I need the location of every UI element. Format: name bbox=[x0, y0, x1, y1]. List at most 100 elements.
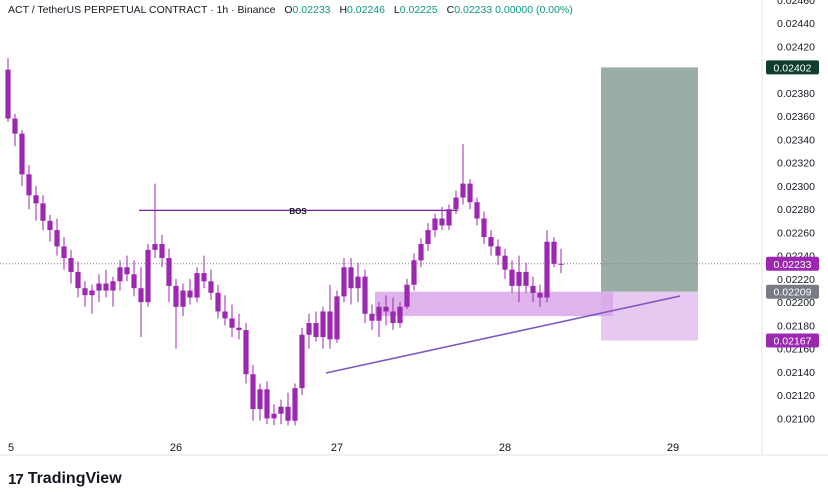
candle-body bbox=[348, 267, 354, 289]
candle-body bbox=[292, 388, 298, 421]
bos-label: BOS bbox=[289, 207, 307, 216]
y-tick-label: 0.02440 bbox=[777, 18, 815, 30]
x-tick-label: 27 bbox=[331, 442, 343, 454]
open-label: O bbox=[284, 4, 293, 16]
y-tick-label: 0.02420 bbox=[777, 41, 815, 53]
y-tick-label: 0.02380 bbox=[777, 88, 815, 100]
candle-body bbox=[152, 244, 158, 250]
candle-body bbox=[502, 255, 508, 270]
candle-body bbox=[61, 246, 67, 258]
price-axis-tag-label: 0.02209 bbox=[774, 287, 812, 299]
candle-body bbox=[19, 133, 25, 175]
candle-body bbox=[425, 230, 431, 245]
candle-body bbox=[453, 197, 459, 210]
candle-body bbox=[537, 292, 543, 298]
candle-body bbox=[68, 258, 74, 272]
candle-body bbox=[334, 296, 340, 340]
candle-body bbox=[201, 273, 207, 282]
low-value: 0.02225 bbox=[399, 4, 438, 16]
y-tick-label: 0.02300 bbox=[777, 181, 815, 193]
candle-body bbox=[54, 230, 60, 247]
tradingview-brand[interactable]: 17 TradingView bbox=[8, 470, 122, 488]
candle-body bbox=[397, 306, 403, 324]
candle-body bbox=[89, 290, 95, 296]
candle-body bbox=[222, 311, 228, 319]
candle-body bbox=[446, 209, 452, 226]
x-tick-label: 28 bbox=[499, 442, 511, 454]
candle-body bbox=[558, 263, 564, 265]
candle-body bbox=[474, 202, 480, 219]
candle-body bbox=[362, 276, 368, 314]
candle-body bbox=[75, 271, 81, 289]
candle-body bbox=[236, 327, 242, 331]
candle-body bbox=[271, 413, 277, 419]
candle-body bbox=[418, 244, 424, 261]
y-tick-label: 0.02460 bbox=[777, 0, 815, 7]
y-tick-label: 0.02180 bbox=[777, 320, 815, 332]
symbol-title: ACT / TetherUS PERPETUAL CONTRACT · 1h ·… bbox=[8, 4, 276, 16]
y-tick-label: 0.02340 bbox=[777, 134, 815, 146]
y-tick-label: 0.02100 bbox=[777, 413, 815, 425]
candle-body bbox=[299, 334, 305, 389]
candle-body bbox=[530, 285, 536, 293]
position-stop-zone bbox=[601, 291, 698, 341]
high-value: 0.02246 bbox=[347, 4, 385, 16]
candle-body bbox=[313, 323, 319, 338]
candle-body bbox=[327, 311, 333, 340]
candle-body bbox=[488, 237, 494, 247]
price-axis-tag bbox=[766, 333, 819, 348]
candle-body bbox=[82, 288, 88, 296]
price-axis-tag bbox=[766, 60, 819, 75]
candle-body bbox=[5, 69, 11, 119]
candle-body bbox=[369, 313, 375, 321]
price-axis-tag-label: 0.02402 bbox=[774, 62, 812, 74]
candle-body bbox=[173, 285, 179, 307]
candle-body bbox=[383, 306, 389, 312]
x-tick-label: 5 bbox=[8, 442, 14, 454]
candle-body bbox=[516, 271, 522, 286]
x-tick-label: 29 bbox=[667, 442, 679, 454]
tradingview-logo-icon: 17 bbox=[8, 470, 24, 488]
y-tick-label: 0.02220 bbox=[777, 274, 815, 286]
candle-body bbox=[432, 218, 438, 231]
open-value: 0.02233 bbox=[292, 4, 331, 16]
candle-body bbox=[257, 389, 263, 410]
candle-body bbox=[523, 271, 529, 286]
price-axis-tag bbox=[766, 284, 819, 299]
candle-body bbox=[390, 311, 396, 324]
y-tick-label: 0.02360 bbox=[777, 111, 815, 123]
close-label: C bbox=[446, 4, 455, 16]
candle-body bbox=[278, 406, 284, 414]
candle-body bbox=[544, 241, 550, 298]
candle-body bbox=[187, 290, 193, 298]
candle-body bbox=[159, 244, 165, 258]
x-tick-label: 26 bbox=[170, 442, 182, 454]
candle-body bbox=[376, 306, 382, 321]
candle-body bbox=[26, 174, 32, 196]
candle-body bbox=[243, 330, 249, 375]
y-tick-label: 0.02140 bbox=[777, 367, 815, 379]
candle-body bbox=[117, 267, 123, 282]
y-tick-label: 0.02320 bbox=[777, 158, 815, 170]
brand-name: TradingView bbox=[27, 470, 122, 487]
candle-body bbox=[103, 283, 109, 291]
candle-body bbox=[285, 406, 291, 421]
candle-body bbox=[145, 249, 151, 303]
candle-body bbox=[404, 284, 410, 307]
price-axis-tag-label: 0.02233 bbox=[774, 259, 812, 271]
price-axis-tag bbox=[766, 256, 819, 271]
candle-body bbox=[96, 283, 102, 291]
candle-body bbox=[131, 274, 137, 289]
demand-zone bbox=[375, 291, 613, 317]
candle-body bbox=[509, 269, 515, 286]
candle-body bbox=[12, 118, 18, 134]
trendline bbox=[325, 295, 681, 374]
high-label: H bbox=[339, 4, 348, 16]
low-label: L bbox=[393, 4, 400, 16]
candle-body bbox=[551, 241, 557, 264]
candle-body bbox=[411, 260, 417, 285]
candle-body bbox=[208, 281, 214, 293]
candle-body bbox=[110, 281, 116, 291]
candle-body bbox=[40, 203, 46, 221]
